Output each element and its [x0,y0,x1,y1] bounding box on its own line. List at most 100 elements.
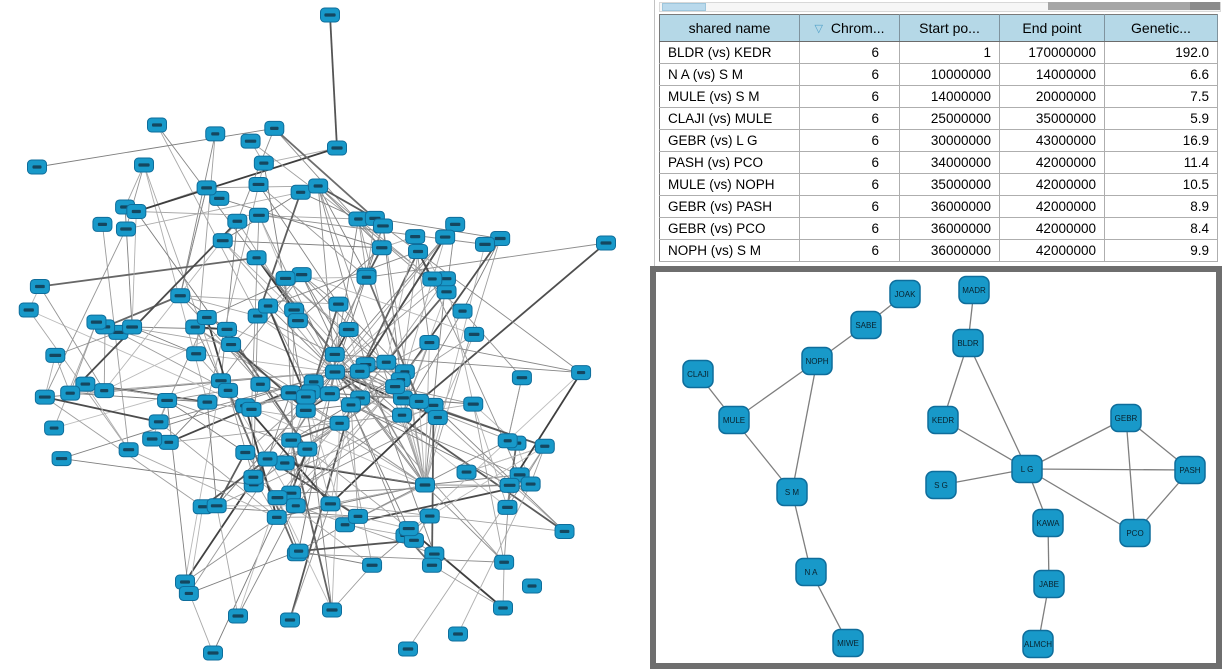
table-cell[interactable]: 6 [799,195,900,218]
network-node[interactable] [92,216,113,232]
network-node[interactable] [118,442,139,458]
network-node[interactable]: JOAK [889,279,921,309]
network-node[interactable] [203,645,223,661]
network-node[interactable] [435,229,456,245]
network-node[interactable] [264,120,285,136]
network-node[interactable] [18,302,39,318]
table-row[interactable]: MULE (vs) S M 6 14000000 20000000 7.5 [659,85,1218,108]
table-cell[interactable]: 14000000 [999,63,1105,86]
network-node[interactable] [206,498,227,514]
network-node[interactable] [134,157,154,173]
table-row[interactable]: N A (vs) S M 6 10000000 14000000 6.6 [659,63,1218,86]
network-node[interactable] [456,464,477,480]
network-node[interactable] [405,229,426,245]
network-node[interactable] [409,393,430,409]
network-node[interactable] [452,303,473,319]
network-node[interactable] [217,321,238,337]
table-cell[interactable]: 35000000 [999,107,1105,130]
network-edge[interactable] [791,360,818,493]
network-node[interactable] [281,432,302,448]
table-cell[interactable]: 5.9 [1104,107,1218,130]
small-network-panel[interactable]: CLAJI MULE NOPH SABE JOAK MADR BLDR KEDR S G L G K… [650,266,1222,669]
table-cell[interactable]: GEBR (vs) PCO [659,217,800,240]
network-node[interactable]: GEBR [1110,403,1142,433]
network-node[interactable]: N A [795,557,827,587]
network-node[interactable] [287,313,308,329]
network-node[interactable]: S G [925,470,957,500]
network-node[interactable] [205,126,226,142]
table-cell[interactable]: MULE (vs) S M [659,85,800,108]
table-cell[interactable]: 8.9 [1104,195,1218,218]
network-node[interactable]: ALMCH [1022,629,1054,659]
network-node[interactable] [266,509,287,525]
network-node[interactable] [209,190,230,206]
table-row[interactable]: GEBR (vs) PASH 6 36000000 42000000 8.9 [659,195,1218,218]
network-node[interactable] [372,218,393,234]
horizontal-scrollbar[interactable] [659,2,1221,12]
network-node[interactable] [415,477,435,493]
network-node[interactable] [403,532,424,548]
column-header-end-point[interactable]: End point [999,14,1105,42]
table-cell[interactable]: 6 [799,151,900,174]
network-node[interactable]: CLAJI [682,359,714,389]
table-cell[interactable]: 16.9 [1104,129,1218,152]
network-node[interactable] [349,363,370,379]
table-cell[interactable]: 10.5 [1104,173,1218,196]
table-cell[interactable]: 36000000 [899,239,1000,262]
network-node[interactable] [324,346,345,362]
network-node[interactable] [157,392,178,408]
network-node[interactable] [285,498,306,514]
network-node[interactable] [221,337,242,353]
network-node[interactable] [290,184,311,200]
network-node[interactable] [320,7,340,23]
network-node[interactable] [329,415,350,431]
network-node[interactable] [571,365,592,381]
table-cell[interactable]: 9.9 [1104,239,1218,262]
table-cell[interactable]: 6 [799,63,900,86]
network-node[interactable] [474,236,495,252]
network-node[interactable] [258,298,279,314]
network-node[interactable] [288,543,309,559]
network-node[interactable] [250,376,271,392]
table-cell[interactable]: 36000000 [899,195,1000,218]
network-edge[interactable] [967,342,1028,470]
network-node[interactable] [554,523,575,539]
network-node[interactable] [280,612,300,628]
network-node[interactable] [257,451,278,467]
scrollbar-thumb[interactable] [662,3,706,11]
table-cell[interactable]: 42000000 [999,173,1105,196]
network-node[interactable] [408,244,429,260]
network-node[interactable] [427,410,448,426]
network-node[interactable] [253,155,274,171]
table-cell[interactable]: 6 [799,173,900,196]
table-row[interactable]: BLDR (vs) KEDR 6 1 170000000 192.0 [659,41,1218,64]
table-cell[interactable]: 6 [799,129,900,152]
network-node[interactable] [295,389,316,405]
table-cell[interactable]: 42000000 [999,239,1105,262]
network-node[interactable] [497,499,518,515]
network-node[interactable] [240,133,261,149]
network-node[interactable] [227,213,248,229]
table-cell[interactable]: 6 [799,107,900,130]
table-cell[interactable]: 192.0 [1104,41,1218,64]
network-node[interactable] [325,364,345,380]
network-node[interactable] [419,508,440,524]
network-node[interactable] [27,159,47,175]
network-node[interactable] [274,455,295,471]
table-cell[interactable]: 42000000 [999,151,1105,174]
table-row[interactable]: PASH (vs) PCO 6 34000000 42000000 11.4 [659,151,1218,174]
table-row[interactable]: NOPH (vs) S M 6 36000000 42000000 9.9 [659,239,1218,262]
table-row[interactable]: MULE (vs) NOPH 6 35000000 42000000 10.5 [659,173,1218,196]
network-node[interactable] [320,496,341,512]
network-node[interactable] [29,278,50,294]
table-cell[interactable]: 11.4 [1104,151,1218,174]
network-node[interactable]: S M [776,477,808,507]
network-node[interactable] [246,250,267,266]
network-node[interactable] [371,240,392,256]
network-node[interactable]: MULE [718,405,750,435]
network-node[interactable] [235,445,256,461]
network-edge[interactable] [1026,417,1127,470]
network-node[interactable] [196,309,217,325]
network-node[interactable]: KAWA [1032,508,1064,538]
table-cell[interactable]: 14000000 [899,85,1000,108]
